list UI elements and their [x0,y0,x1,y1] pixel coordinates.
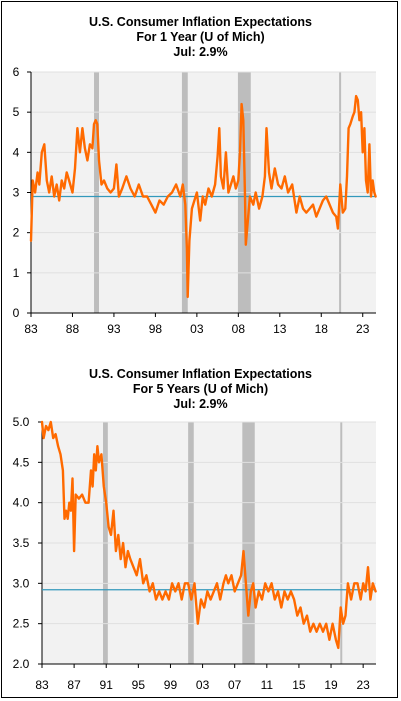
y-tick-label: 4.5 [13,455,30,469]
y-tick-label: 2 [13,226,20,240]
x-tick-label: 03 [190,322,204,336]
x-tick-label: 23 [356,678,370,692]
y-tick-label: 5 [13,105,20,119]
x-tick-label: 15 [292,678,306,692]
x-tick-label: 23 [356,322,370,336]
x-tick-label: 93 [107,322,121,336]
x-tick-label: 99 [164,678,178,692]
chart2-latest-label: Jul: 2.9% [173,397,228,411]
y-tick-label: 2.5 [13,617,30,631]
x-tick-label: 88 [66,322,80,336]
y-tick-label: 3.0 [13,576,30,590]
x-tick-label: 87 [67,678,81,692]
x-tick-label: 19 [324,678,338,692]
x-tick-label: 03 [196,678,210,692]
x-tick-label: 18 [315,322,329,336]
y-tick-label: 6 [13,65,20,79]
y-tick-label: 5.0 [13,415,30,429]
chart2-title-block: U.S. Consumer Inflation Expectations For… [2,367,399,412]
chart1-title: U.S. Consumer Inflation Expectations [89,15,312,29]
y-tick-label: 0 [13,306,20,320]
y-tick-label: 4 [13,145,20,159]
x-tick-label: 83 [35,678,49,692]
series-line-0 [40,420,377,650]
chart2-title: U.S. Consumer Inflation Expectations [89,367,312,381]
chart2-subtitle: For 5 Years (U of Mich) [132,382,269,396]
x-tick-label: 13 [273,322,287,336]
x-tick-label: 07 [228,678,242,692]
y-tick-label: 2.0 [13,657,30,671]
x-tick-label: 83 [24,322,38,336]
x-tick-label: 95 [132,678,146,692]
x-tick-label: 08 [232,322,246,336]
y-tick-label: 4.0 [13,496,30,510]
chart1-title-block: U.S. Consumer Inflation Expectations For… [2,15,399,60]
chart1-subtitle: For 1 Year (U of Mich) [136,30,265,44]
x-tick-label: 98 [149,322,163,336]
x-tick-label: 11 [261,678,274,692]
y-tick-label: 3 [13,186,20,200]
y-tick-label: 3.5 [13,536,30,550]
x-tick-label: 91 [100,678,114,692]
series-line-0 [29,94,377,299]
y-tick-label: 1 [13,266,20,280]
chart1-latest-label: Jul: 2.9% [173,45,228,59]
